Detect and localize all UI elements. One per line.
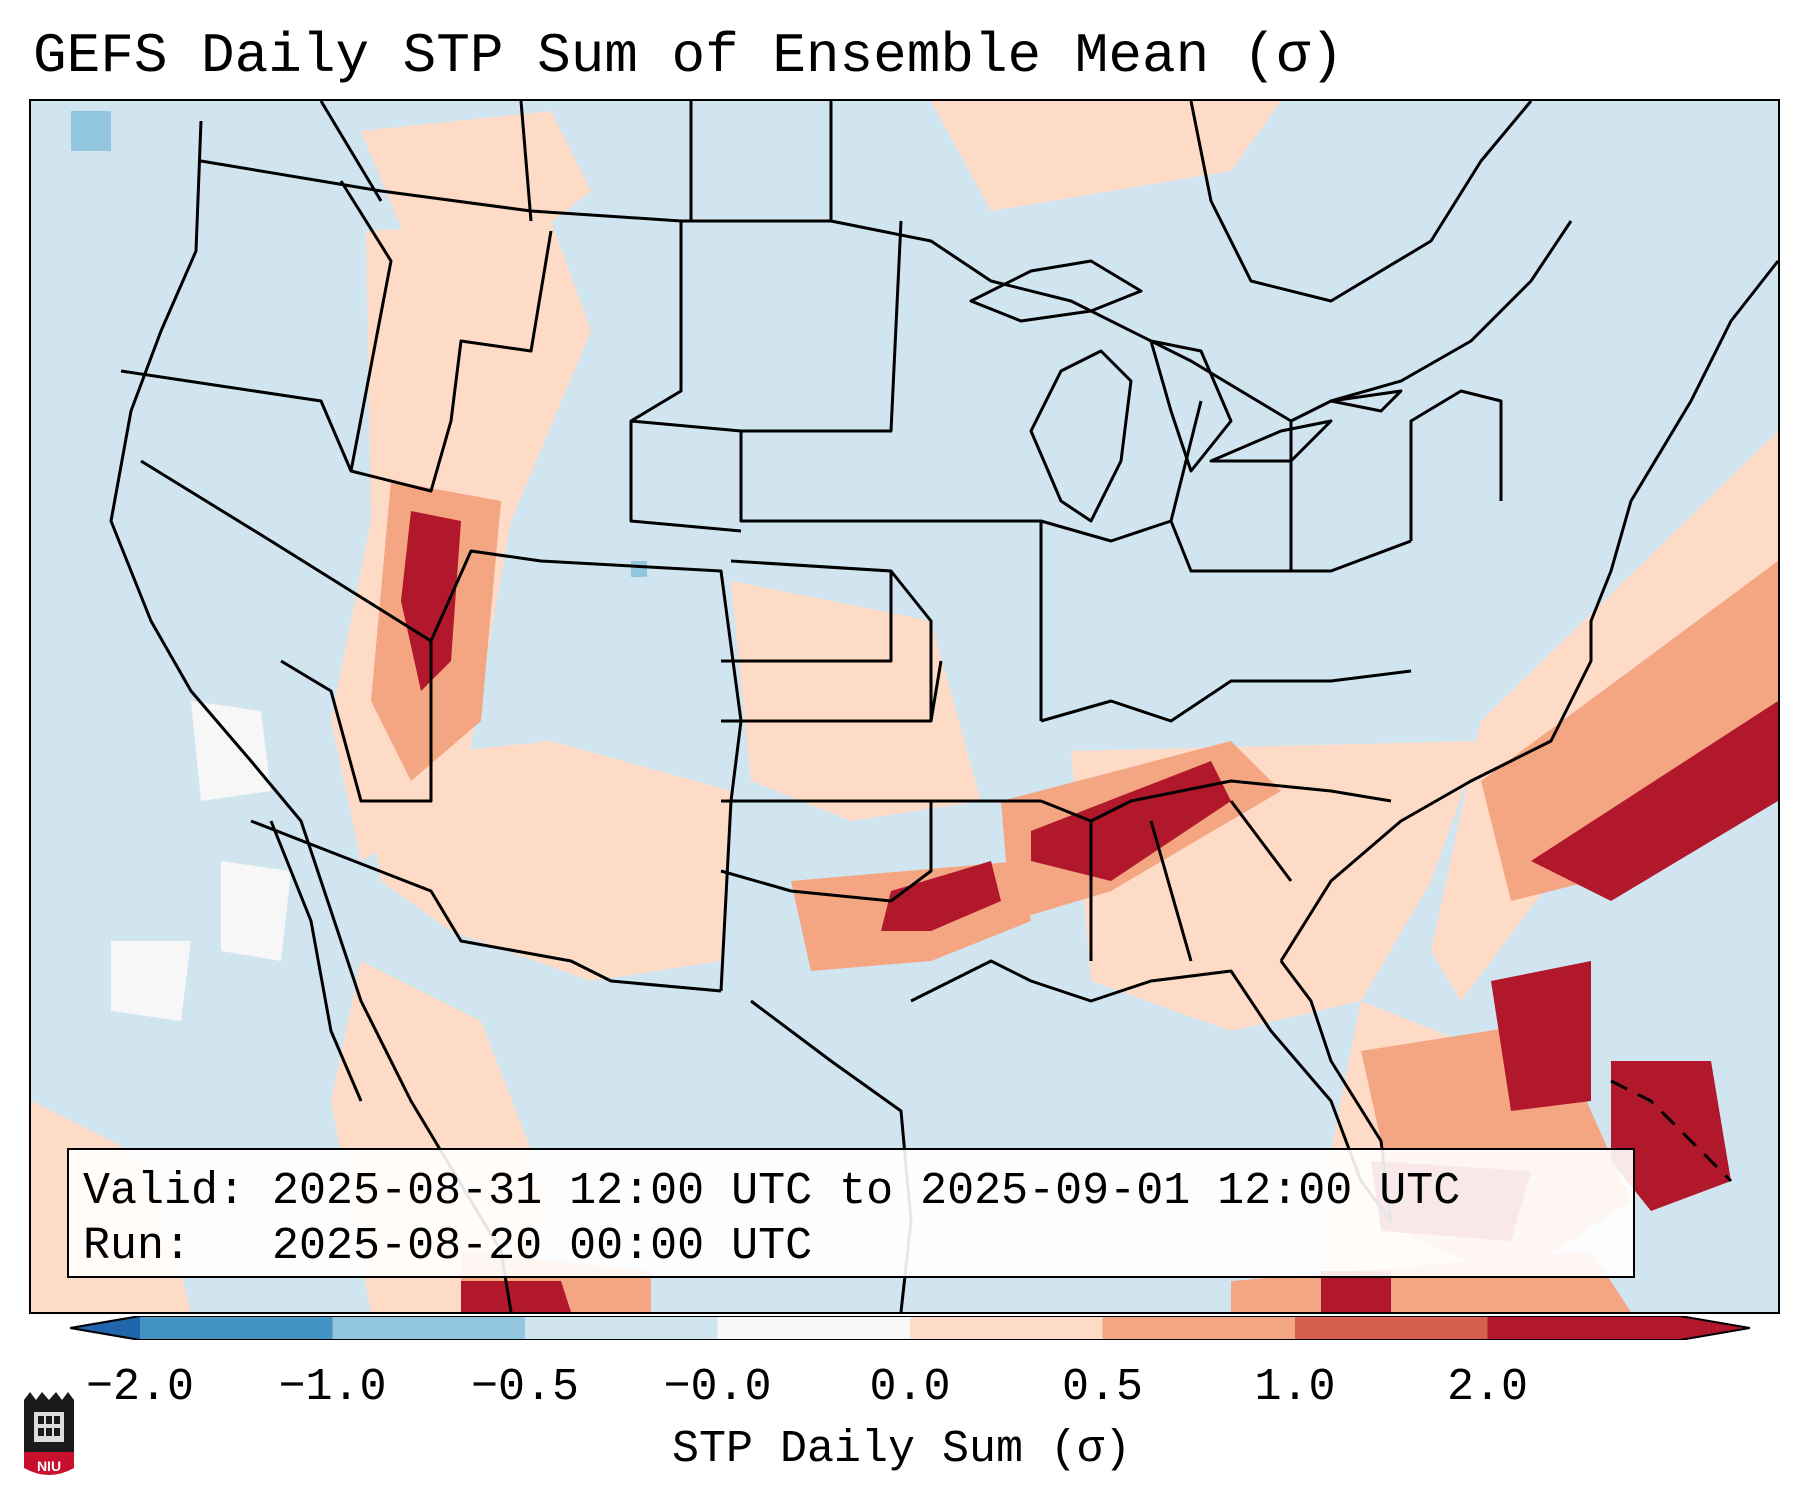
hudson-bay-region — [1189, 101, 1533, 303]
valid-run-info-box: Valid: 2025-08-31 12:00 UTC to 2025-09-0… — [67, 1148, 1635, 1278]
colorbar-segment — [1295, 1316, 1488, 1340]
colorbar-tick-label: −2.0 — [85, 1362, 195, 1413]
anomaly-cell-florida-strong — [1491, 961, 1591, 1111]
colorbar-segment — [332, 1316, 526, 1340]
niu-logo-text: NIU — [36, 1458, 62, 1474]
run-label: Run: — [83, 1221, 192, 1272]
colorbar-segment — [140, 1316, 333, 1340]
colorbar-segment — [717, 1316, 911, 1340]
anomaly-cell-mexico-south-strong — [461, 1281, 571, 1312]
colorbar — [70, 1316, 1750, 1340]
colorbar-tick-label: −0.0 — [663, 1362, 772, 1413]
anomaly-cell-atlantic-medium — [1481, 561, 1778, 901]
colorbar-over-extension — [1680, 1316, 1750, 1340]
run-row: Run: 2025-08-20 00:00 UTC — [83, 1219, 1619, 1274]
state-lines-central — [629, 220, 1041, 903]
state-lines-east — [931, 389, 1503, 962]
anomaly-cells — [31, 101, 1778, 1312]
coastline-west — [109, 120, 513, 1312]
colorbar-segment — [1102, 1316, 1296, 1340]
map-canvas — [31, 101, 1778, 1312]
valid-row: Valid: 2025-08-31 12:00 UTC to 2025-09-0… — [83, 1164, 1619, 1219]
great-lakes-erie-ontario — [1209, 389, 1403, 463]
colorbar-tick-label: 0.5 — [1061, 1362, 1144, 1413]
canadian-provinces — [319, 101, 833, 222]
anomaly-cell-southwest-light — [361, 741, 731, 981]
boundaries — [109, 101, 1778, 1312]
anomaly-cell-bahamas-strong — [1611, 1061, 1731, 1211]
colorbar-label: STP Daily Sum (σ) — [671, 1424, 1132, 1475]
map-panel — [29, 99, 1780, 1314]
anomaly-cell-northern-rockies-light — [361, 111, 591, 261]
colorbar-segment — [1487, 1316, 1681, 1340]
valid-value: 2025-08-31 12:00 UTC to 2025-09-01 12:00… — [272, 1166, 1461, 1217]
colorbar-tick-label: −1.0 — [278, 1362, 387, 1413]
anomaly-cell-canada-light — [931, 101, 1281, 211]
colorbar-tick-label: 2.0 — [1446, 1362, 1529, 1413]
valid-label: Valid: — [83, 1166, 246, 1217]
niu-logo-icon — [24, 1392, 74, 1475]
anomaly-cell-pacific-neutral — [191, 701, 271, 801]
colorbar-tick-label: −0.5 — [470, 1362, 580, 1413]
niu-logo: NIU — [20, 1390, 78, 1480]
cuba-outline — [1610, 1079, 1733, 1183]
colorbar-tick-label: 0.0 — [869, 1362, 951, 1413]
anomaly-cell-plains-light — [731, 581, 981, 821]
run-value: 2025-08-20 00:00 UTC — [272, 1221, 813, 1272]
state-lines-west — [120, 180, 743, 993]
anomaly-cell-utah-strong — [401, 511, 461, 691]
colorbar-segment — [525, 1316, 718, 1340]
colorbar-tick-label: 1.0 — [1254, 1362, 1336, 1413]
chart-title: GEFS Daily STP Sum of Ensemble Mean (σ) — [33, 24, 1344, 88]
great-lakes-michigan-huron — [1029, 339, 1233, 523]
anomaly-cell-pacific-negative — [71, 111, 111, 151]
anomaly-cell-cuba-strong — [1321, 1271, 1391, 1312]
anomaly-cell-baja-neutral — [221, 861, 291, 961]
us-canada-border — [200, 159, 1573, 423]
east-coast — [1279, 260, 1778, 962]
great-lakes-superior — [969, 259, 1143, 323]
anomaly-cell-colorado-negative — [631, 561, 647, 577]
anomaly-cell-texas-strong — [881, 861, 1001, 931]
anomaly-cell-offshore-neutral — [111, 941, 191, 1021]
anomaly-cell-atlantic-strong — [1531, 701, 1778, 901]
colorbar-under-extension — [70, 1316, 140, 1340]
colorbar-segment — [910, 1316, 1103, 1340]
baja-peninsula — [269, 820, 363, 1102]
